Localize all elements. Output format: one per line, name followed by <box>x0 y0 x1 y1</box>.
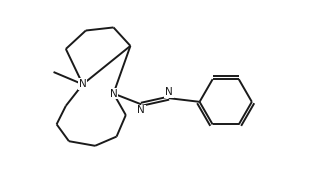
Text: N: N <box>165 87 173 97</box>
Text: N: N <box>137 105 145 115</box>
Text: N: N <box>79 79 86 89</box>
Text: N: N <box>110 89 117 99</box>
